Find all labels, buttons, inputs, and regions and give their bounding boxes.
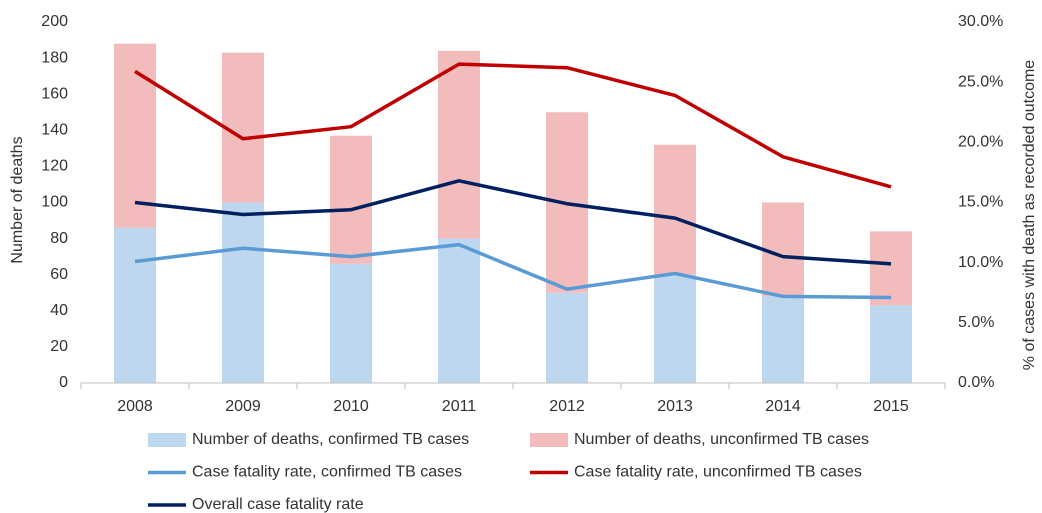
bar (330, 263, 372, 383)
y-axis-title: Number of deaths (9, 136, 26, 263)
y2-tick-label: 0.0% (958, 374, 994, 391)
bar (438, 50, 480, 239)
y2-tick-label: 15.0% (958, 194, 1003, 211)
bar (870, 231, 912, 306)
legend-swatch (530, 433, 568, 447)
y-tick-label: 100 (41, 194, 68, 211)
bar (222, 202, 264, 383)
y2-tick-label: 20.0% (958, 134, 1003, 151)
y-tick-label: 200 (41, 13, 68, 30)
legend-swatch (148, 433, 186, 447)
bar (654, 274, 696, 383)
x-tick-label: 2012 (549, 398, 585, 415)
y-tick-label: 80 (50, 230, 68, 247)
bar (114, 43, 156, 228)
y-tick-label: 120 (41, 158, 68, 175)
x-tick-label: 2010 (333, 398, 369, 415)
legend-label: Overall case fatality rate (192, 496, 364, 513)
y2-tick-label: 10.0% (958, 254, 1003, 271)
bar (762, 296, 804, 383)
x-tick-label: 2009 (225, 398, 261, 415)
x-tick-label: 2013 (657, 398, 693, 415)
y-tick-label: 40 (50, 302, 68, 319)
line (134, 179, 892, 266)
x-tick-label: 2015 (873, 398, 909, 415)
bar (330, 135, 372, 264)
legend-label: Case fatality rate, unconfirmed TB cases (574, 464, 862, 481)
y-tick-label: 160 (41, 85, 68, 102)
y2-tick-label: 25.0% (958, 73, 1003, 90)
legend-label: Case fatality rate, confirmed TB cases (192, 464, 462, 481)
bar (222, 52, 264, 203)
bar (438, 238, 480, 383)
legend-label: Number of deaths, unconfirmed TB cases (574, 431, 869, 448)
line (134, 62, 892, 189)
legend-label: Number of deaths, confirmed TB cases (192, 431, 469, 448)
line (134, 242, 892, 300)
bar (114, 227, 156, 383)
y-tick-label: 180 (41, 49, 68, 66)
bar (654, 144, 696, 275)
y-tick-label: 60 (50, 266, 68, 283)
y-tick-label: 140 (41, 122, 68, 139)
x-tick-label: 2011 (442, 398, 477, 415)
bar (762, 202, 804, 297)
x-tick-label: 2008 (117, 398, 153, 415)
x-tick-label: 2014 (765, 398, 801, 415)
y2-axis-title: % of cases with death as recorded outcom… (1021, 60, 1038, 370)
y-tick-label: 0 (59, 374, 68, 391)
y-tick-label: 20 (50, 338, 68, 355)
y2-tick-label: 5.0% (958, 314, 994, 331)
y2-tick-label: 30.0% (958, 13, 1003, 30)
bar (870, 305, 912, 383)
bar (546, 292, 588, 383)
